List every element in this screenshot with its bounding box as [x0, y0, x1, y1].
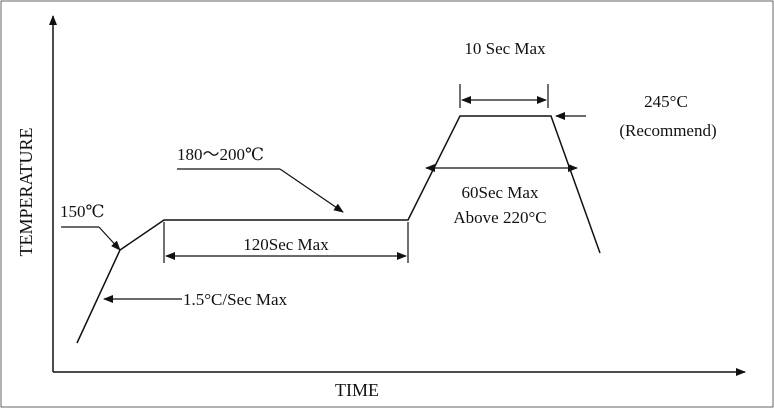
temperature-profile-curve: [76, 115, 601, 344]
peak-time-label: 10 Sec Max: [464, 39, 546, 58]
soak-time-label: 120Sec Max: [243, 235, 329, 254]
peak-temp-label-line2: (Recommend): [619, 121, 716, 140]
x-axis-label: TIME: [335, 380, 379, 400]
preheat-temp-label: 150℃: [60, 202, 105, 221]
soak-temp-leader-arrow: [279, 168, 344, 213]
soak-temp-label: 180～200℃: [177, 145, 264, 164]
peak-temp-label-line1: 245°C: [644, 92, 688, 111]
time-above-label-line2: Above 220°C: [453, 208, 546, 227]
ramp-rate-label: 1.5°C/Sec Max: [183, 290, 288, 309]
y-axis-label: TEMPERATURE: [16, 127, 36, 256]
preheat-leader-arrow: [98, 226, 121, 251]
time-above-label-line1: 60Sec Max: [462, 183, 539, 202]
